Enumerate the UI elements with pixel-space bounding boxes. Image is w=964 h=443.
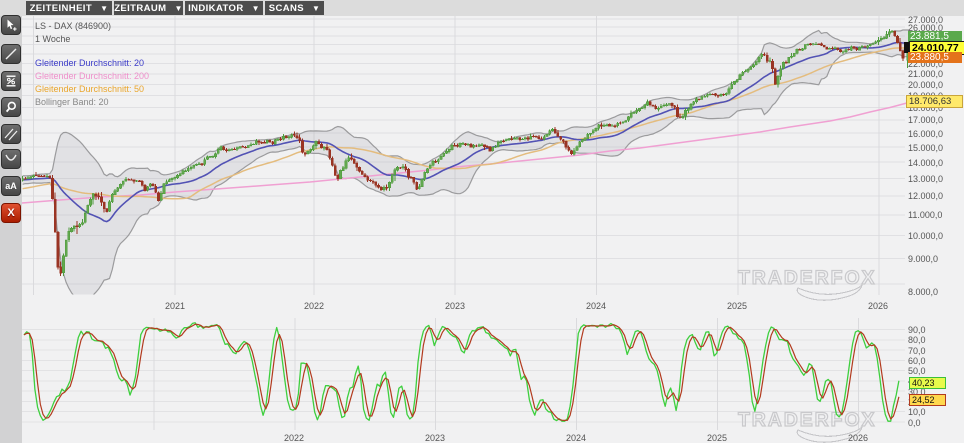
- svg-text:TRADERFOX: TRADERFOX: [738, 409, 876, 431]
- svg-text:TRADERFOX: TRADERFOX: [738, 267, 876, 289]
